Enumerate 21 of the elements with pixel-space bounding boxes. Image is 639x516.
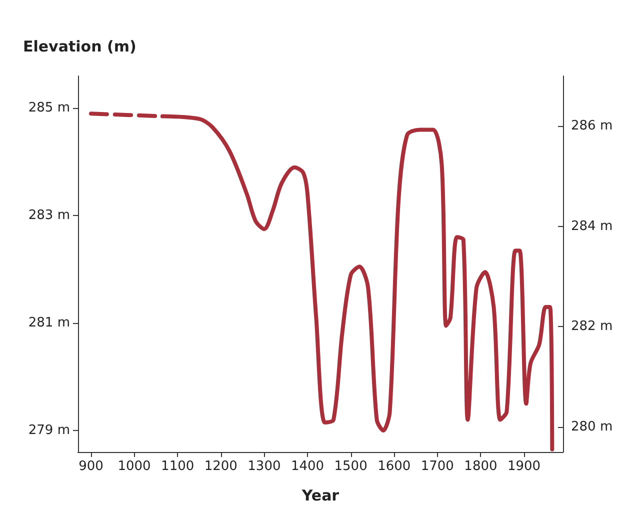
x-tick-label: 1500 bbox=[334, 459, 368, 474]
y2-tick-label: 280 m bbox=[571, 419, 613, 434]
y-axis-title: Elevation (m) bbox=[23, 38, 136, 56]
x-tick-label: 1400 bbox=[290, 459, 324, 474]
x-tick-label: 900 bbox=[78, 459, 104, 474]
x-axis-title: Year bbox=[300, 486, 340, 504]
x-tick-label: 1900 bbox=[507, 459, 541, 474]
y-tick-label: 285 m bbox=[28, 100, 70, 116]
x-tick-label: 1000 bbox=[118, 459, 151, 474]
x-tick-label: 1800 bbox=[464, 459, 498, 474]
x-tick-label: 1600 bbox=[378, 459, 411, 474]
y2-tick-label: 286 m bbox=[571, 118, 613, 134]
y2-tick-label: 282 m bbox=[571, 319, 613, 334]
y-tick-label: 279 m bbox=[28, 423, 70, 438]
x-tick-label: 1100 bbox=[161, 459, 194, 474]
y-tick-label: 281 m bbox=[28, 316, 70, 331]
x-tick-label: 1200 bbox=[204, 459, 238, 474]
x-tick-label: 1300 bbox=[248, 459, 281, 474]
y2-tick-label: 284 m bbox=[571, 218, 613, 234]
x-tick-label: 1700 bbox=[420, 459, 454, 474]
y-tick-label: 283 m bbox=[28, 208, 70, 224]
